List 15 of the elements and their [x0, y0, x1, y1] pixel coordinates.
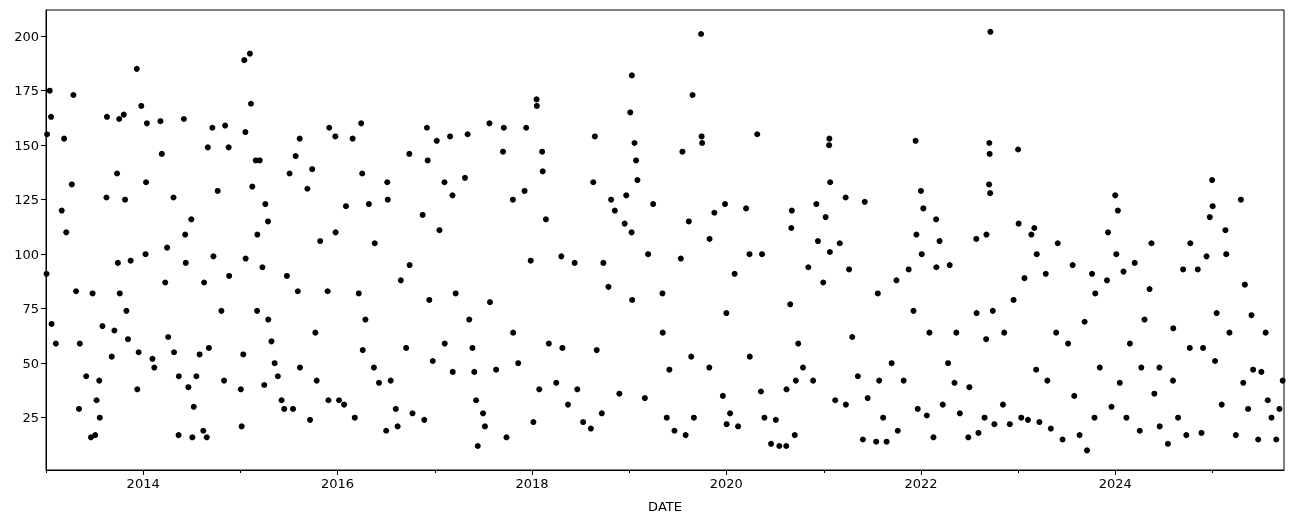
x-tick-label: 2022	[904, 476, 938, 491]
x-tick-label: 2018	[515, 476, 549, 491]
y-tick-label: 50	[22, 355, 39, 371]
x-axis-title: DATE	[648, 499, 682, 514]
y-tick-label: 200	[14, 28, 39, 44]
y-tick-label: 100	[14, 246, 39, 262]
y-tick-label: 175	[14, 83, 39, 99]
y-tick-label: 25	[22, 410, 39, 426]
x-tick-label: 2024	[1098, 476, 1132, 491]
y-tick-label: 150	[14, 137, 39, 153]
x-tick-label: 2020	[709, 476, 743, 491]
x-tick-label: 2016	[320, 476, 355, 491]
y-tick-label: 75	[22, 301, 39, 317]
y-tick-label: 125	[14, 192, 39, 208]
x-tick-label: 2014	[126, 476, 160, 491]
